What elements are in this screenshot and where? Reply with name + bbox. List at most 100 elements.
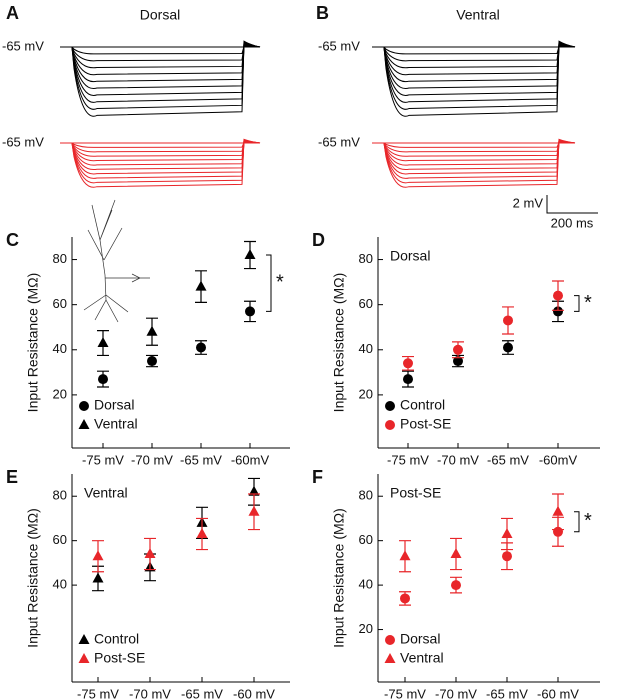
baseline-label: -65 mV — [2, 134, 44, 149]
legend-label: Dorsal — [94, 397, 134, 413]
significance-bracket — [574, 295, 580, 312]
marker — [92, 572, 104, 583]
y-tick-label: 40 — [53, 341, 67, 356]
marker — [78, 653, 90, 663]
voltage-trace — [372, 141, 576, 157]
legend-label: Control — [94, 631, 139, 647]
y-tick-label: 40 — [359, 341, 373, 356]
baseline-label: -65 mV — [2, 38, 44, 53]
x-tick-label: -70 mV — [437, 452, 479, 467]
marker — [399, 550, 411, 561]
legend-label: Dorsal — [400, 631, 440, 647]
x-tick-label: -60mV — [231, 452, 270, 467]
marker — [196, 528, 208, 538]
voltage-trace — [372, 40, 576, 117]
voltage-trace — [60, 141, 261, 157]
x-tick-label: -60mV — [539, 452, 578, 467]
significance-label: * — [584, 510, 592, 532]
marker — [453, 356, 463, 367]
panel-label: E — [6, 467, 18, 487]
marker — [451, 580, 461, 591]
voltage-trace — [60, 140, 261, 166]
x-tick-label: -75 mV — [77, 686, 119, 699]
marker — [403, 374, 413, 385]
neuron-sketch — [83, 199, 150, 323]
x-tick-label: -60 mV — [233, 686, 275, 699]
x-tick-label: -75 mV — [387, 452, 429, 467]
marker — [248, 485, 260, 496]
baseline-label: -65 mV — [318, 38, 360, 53]
marker — [385, 401, 395, 411]
x-tick-label: -65 mV — [180, 452, 222, 467]
panel-title: Ventral — [456, 7, 500, 23]
marker — [553, 290, 563, 301]
marker — [78, 634, 90, 644]
voltage-trace — [60, 44, 261, 69]
x-tick-label: -70 mV — [435, 686, 477, 699]
marker — [144, 548, 156, 558]
significance-bracket — [266, 254, 272, 312]
marker — [385, 420, 395, 430]
marker — [453, 344, 463, 355]
x-tick-label: -70 mV — [131, 452, 173, 467]
y-tick-label: 80 — [53, 488, 67, 503]
marker — [92, 550, 104, 561]
y-tick-label: 20 — [359, 386, 373, 401]
marker — [384, 653, 396, 663]
voltage-trace — [372, 45, 576, 55]
x-tick-label: -75 mV — [82, 452, 124, 467]
marker — [503, 342, 513, 353]
y-axis-label: Input Resistance (MΩ) — [331, 273, 347, 413]
marker — [553, 306, 563, 317]
marker — [196, 342, 206, 353]
significance-label: * — [584, 292, 592, 314]
voltage-trace — [60, 43, 261, 83]
marker — [450, 548, 462, 558]
panel-label: B — [316, 3, 329, 23]
x-tick-label: -75 mV — [384, 686, 426, 699]
marker — [502, 551, 512, 562]
voltage-trace — [372, 138, 576, 188]
voltage-trace — [372, 43, 576, 83]
panel-label: A — [6, 3, 19, 23]
marker — [503, 315, 513, 326]
marker — [244, 249, 256, 260]
y-axis-label: Input Resistance (MΩ) — [25, 508, 41, 648]
marker — [403, 358, 413, 369]
voltage-trace — [60, 45, 261, 55]
panel-label: C — [6, 230, 19, 250]
x-tick-label: -65 mV — [181, 686, 223, 699]
voltage-trace — [60, 40, 261, 117]
legend-label: Ventral — [94, 416, 138, 432]
panel-title: Dorsal — [140, 7, 180, 23]
voltage-trace — [372, 44, 576, 69]
panel-label: F — [312, 467, 323, 487]
marker — [385, 635, 395, 645]
y-tick-label: 20 — [359, 621, 373, 636]
significance-bracket — [574, 511, 580, 533]
panel-label: D — [312, 230, 325, 250]
marker — [195, 280, 207, 291]
y-tick-label: 60 — [53, 532, 67, 547]
y-tick-label: 20 — [53, 386, 67, 401]
legend-label: Post-SE — [400, 416, 451, 432]
marker — [146, 325, 158, 336]
marker — [79, 401, 89, 411]
y-axis-label: Input Resistance (MΩ) — [331, 508, 347, 648]
voltage-trace — [60, 138, 261, 188]
y-tick-label: 60 — [359, 532, 373, 547]
legend-label: Control — [400, 397, 445, 413]
marker — [97, 337, 109, 348]
legend-label: Post-SE — [94, 650, 145, 666]
y-tick-label: 80 — [359, 488, 373, 503]
y-tick-label: 40 — [359, 577, 373, 592]
scale-bar — [546, 195, 598, 214]
marker — [400, 593, 410, 604]
marker — [501, 528, 513, 538]
voltage-trace — [372, 140, 576, 166]
scale-label: 2 mV — [513, 195, 544, 210]
baseline-label: -65 mV — [318, 134, 360, 149]
marker — [552, 505, 564, 516]
x-tick-label: -65 mV — [487, 452, 529, 467]
